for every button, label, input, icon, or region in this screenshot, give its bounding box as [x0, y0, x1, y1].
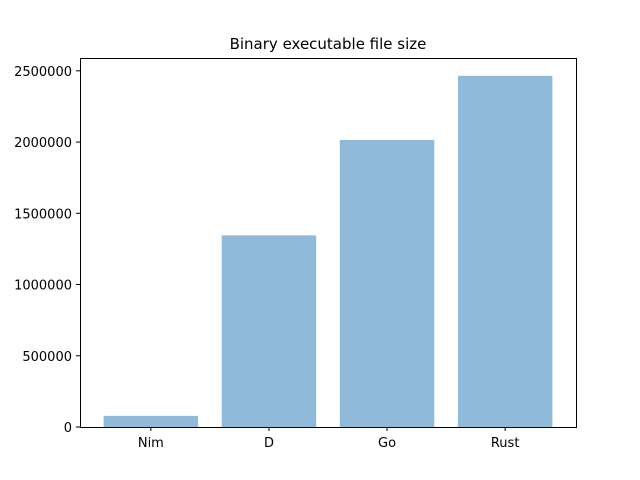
bars-group	[103, 75, 553, 428]
y-axis: 0 500000 1000000 1500000 2000000 2500000	[14, 65, 80, 436]
y-tick-label: 2000000	[14, 136, 72, 151]
y-tick-label: 0	[64, 421, 72, 436]
plot-frame	[80, 58, 577, 428]
y-tick-label: 1500000	[14, 207, 72, 222]
bar-d	[221, 235, 317, 427]
y-tick-label: 1000000	[14, 279, 72, 294]
y-tick-label: 2500000	[14, 65, 72, 80]
x-tick-label-nim: Nim	[138, 436, 164, 451]
bar-nim	[103, 415, 199, 427]
x-tick-label-d: D	[264, 436, 274, 451]
x-axis: Nim D Go Rust	[138, 427, 520, 451]
y-tick-label: 500000	[22, 350, 72, 365]
bar-rust	[457, 75, 553, 427]
chart-title: Binary executable file size	[230, 35, 427, 53]
x-tick-label-rust: Rust	[491, 436, 520, 451]
x-tick-label-go: Go	[378, 436, 396, 451]
bar-go	[339, 139, 435, 428]
